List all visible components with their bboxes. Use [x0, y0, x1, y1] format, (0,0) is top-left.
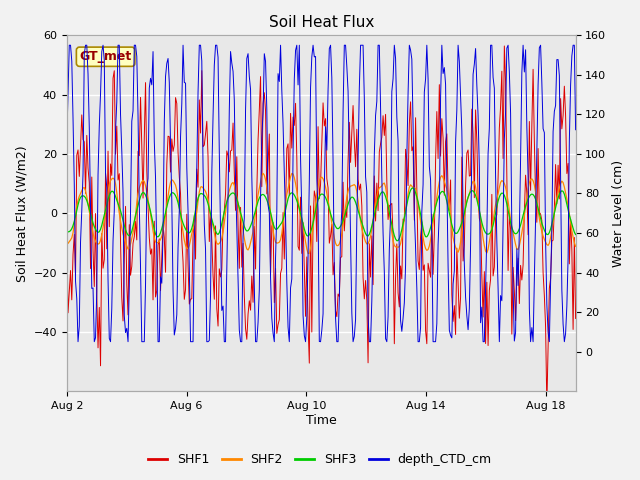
- X-axis label: Time: Time: [306, 414, 337, 427]
- Title: Soil Heat Flux: Soil Heat Flux: [269, 15, 374, 30]
- Y-axis label: Soil Heat Flux (W/m2): Soil Heat Flux (W/m2): [15, 145, 28, 282]
- Text: GT_met: GT_met: [79, 50, 132, 63]
- Legend: SHF1, SHF2, SHF3, depth_CTD_cm: SHF1, SHF2, SHF3, depth_CTD_cm: [143, 448, 497, 471]
- Y-axis label: Water Level (cm): Water Level (cm): [612, 160, 625, 267]
